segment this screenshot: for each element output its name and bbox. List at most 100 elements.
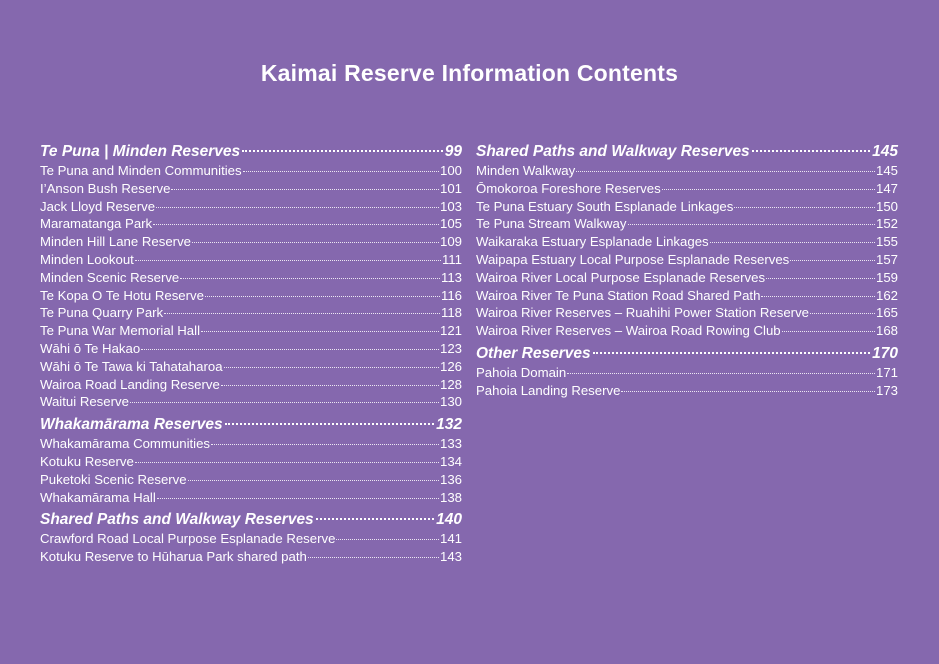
contents-entry[interactable]: Wairoa River Reserves – Wairoa Road Rowi… [476,322,898,340]
contents-entry[interactable]: Te Kopa O Te Hotu Reserve 116 [40,287,462,305]
dot-leader [621,390,875,392]
contents-entry[interactable]: Minden Hill Lane Reserve 109 [40,233,462,251]
contents-entry[interactable]: Te Puna and Minden Communities 100 [40,162,462,180]
dot-leader [661,188,875,190]
section-heading[interactable]: Shared Paths and Walkway Reserves 145 [476,141,898,162]
dot-leader [134,461,439,463]
contents-entry[interactable]: Maramatanga Park 105 [40,215,462,233]
dot-leader [592,351,871,354]
contents-entry[interactable]: Wairoa River Local Purpose Esplanade Res… [476,269,898,287]
contents-section: Te Puna | Minden Reserves 99 Te Puna and M… [40,141,462,411]
contents-entry[interactable]: Wāhi ō Te Tawa ki Tahataharoa 126 [40,358,462,376]
page-number: 132 [436,416,462,434]
dot-leader [211,444,439,446]
dot-leader [307,557,439,559]
entry-label: Minden Scenic Reserve [40,269,180,285]
page-number: 162 [875,287,898,303]
dot-leader [790,259,875,261]
page-number: 101 [439,180,462,196]
contents-entry[interactable]: Te Puna Estuary South Esplanade Linkages… [476,198,898,216]
page-number: 140 [436,511,462,529]
contents-entry[interactable]: Pahoia Domain 171 [476,364,898,382]
entry-label: Wāhi ō Te Tawa ki Tahataharoa [40,358,223,374]
entry-label: Waitui Reserve [40,394,129,410]
contents-entry[interactable]: Whakamārama Hall 138 [40,489,462,507]
page-number: 113 [440,269,462,285]
entry-label: Minden Lookout [40,251,134,267]
dot-leader [224,423,435,426]
page-number: 136 [439,471,462,487]
page-number: 130 [439,394,462,410]
page-number: 118 [440,305,462,321]
contents-entry[interactable]: Wairoa Road Landing Reserve 128 [40,376,462,394]
dot-leader [134,259,441,261]
dot-leader [766,277,875,279]
dot-leader [156,206,439,208]
page-number: 155 [875,234,898,250]
entry-label: Wairoa Road Landing Reserve [40,376,220,392]
dot-leader [220,384,439,386]
contents-entry[interactable]: Wāhi ō Te Hakao 123 [40,340,462,358]
page-number: 133 [439,436,462,452]
dot-leader [336,539,439,541]
contents-entry[interactable]: Waitui Reserve 130 [40,393,462,411]
entry-label: Minden Walkway [476,163,576,178]
contents-entry[interactable]: Wairoa River Reserves – Ruahihi Power St… [476,304,898,322]
contents-entry[interactable]: Te Puna Quarry Park 118 [40,304,462,322]
entry-label: Wairoa River Reserves – Ruahihi Power St… [476,305,809,321]
contents-entry[interactable]: Ōmokoroa Foreshore Reserves 147 [476,180,898,198]
contents-column-left: Te Puna | Minden Reserves 99 Te Puna and M… [40,141,462,569]
contents-section: Whakamārama Reserves 132 Whakamārama Commu… [40,414,462,506]
contents-entry[interactable]: Waikaraka Estuary Esplanade Linkages 155 [476,233,898,251]
entry-label: Wairoa River Te Puna Station Road Shared… [476,287,761,303]
contents-entry[interactable]: Minden Lookout 111 [40,251,462,269]
contents-entry[interactable]: Puketoki Scenic Reserve 136 [40,471,462,489]
contents-entry[interactable]: I’Anson Bush Reserve 101 [40,180,462,198]
section-heading[interactable]: Shared Paths and Walkway Reserves 140 [40,509,462,530]
contents-entry[interactable]: Kotuku Reserve 134 [40,453,462,471]
page-number: 168 [875,323,898,339]
contents-entry[interactable]: Minden Scenic Reserve 113 [40,269,462,287]
entry-label: Te Puna and Minden Communities [40,163,242,178]
dot-leader [192,242,439,244]
page-number: 109 [439,234,462,250]
page-number: 157 [875,251,898,267]
contents-entry[interactable]: Waipapa Estuary Local Purpose Esplanade … [476,251,898,269]
dot-leader [751,150,871,152]
contents-entry[interactable]: Minden Walkway 145 [476,162,898,180]
page-number: 173 [875,382,898,398]
dot-leader [810,313,875,315]
entry-label: Maramatanga Park [40,216,153,232]
section-heading[interactable]: Other Reserves 170 [476,343,898,364]
page-number: 141 [439,531,462,547]
entry-label: I’Anson Bush Reserve [40,180,171,196]
page-number: 111 [441,251,462,267]
contents-entry[interactable]: Jack Lloyd Reserve 103 [40,198,462,216]
contents-entry[interactable]: Pahoia Landing Reserve 173 [476,382,898,400]
contents-entry[interactable]: Te Puna Stream Walkway 152 [476,215,898,233]
entry-label: Kotuku Reserve [40,453,134,469]
dot-leader [171,188,439,190]
contents-entry[interactable]: Kotuku Reserve to Hūharua Park shared pa… [40,548,462,566]
contents-entry[interactable]: Crawford Road Local Purpose Esplanade Re… [40,530,462,548]
page-number: 145 [872,143,898,160]
contents-entry[interactable]: Whakamārama Communities 133 [40,435,462,453]
section-heading[interactable]: Whakamārama Reserves 132 [40,414,462,435]
entry-label: Te Puna Estuary South Esplanade Linkages [476,198,734,214]
dot-leader [761,295,875,297]
contents-entry[interactable]: Te Puna War Memorial Hall 121 [40,322,462,340]
page-number: 116 [440,287,462,303]
entry-label: Puketoki Scenic Reserve [40,471,187,487]
dot-leader [187,479,439,481]
page-number: 165 [875,305,898,321]
contents-entry[interactable]: Wairoa River Te Puna Station Road Shared… [476,287,898,305]
page-number: 138 [439,489,462,505]
page-number: 150 [875,198,898,214]
section-heading[interactable]: Te Puna | Minden Reserves 99 [40,141,462,162]
entry-label: Wairoa River Reserves – Wairoa Road Rowi… [476,323,781,339]
contents-section: Shared Paths and Walkway Reserves 145 Mind… [476,141,898,340]
entry-label: Whakamārama Hall [40,489,156,505]
entry-label: Jack Lloyd Reserve [40,198,156,214]
dot-leader [576,171,875,172]
page-number: 128 [439,376,462,392]
